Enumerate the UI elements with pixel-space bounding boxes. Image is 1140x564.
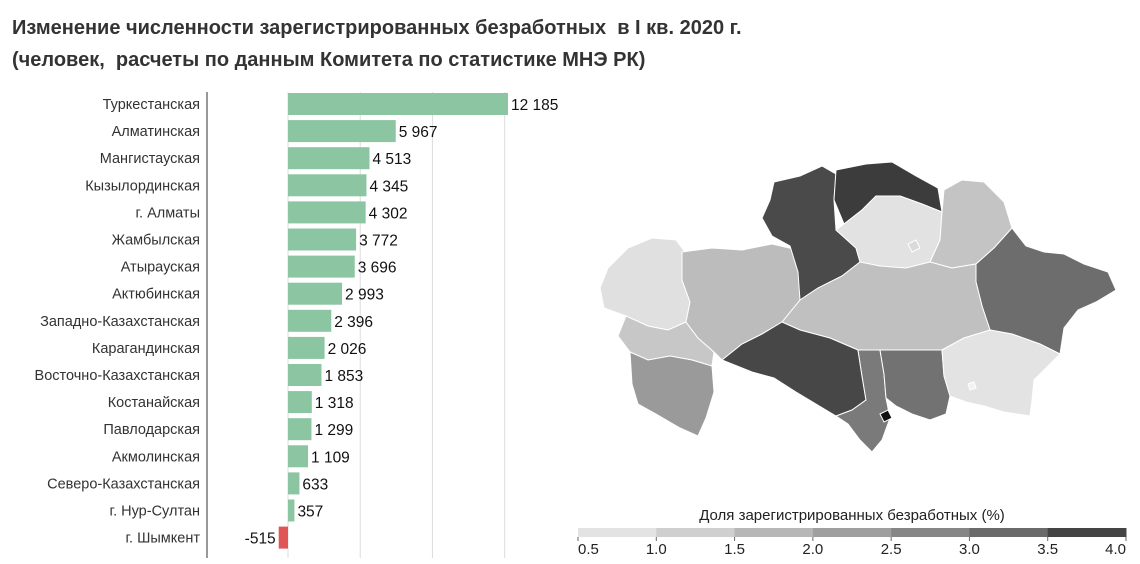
legend-title: Доля зарегистрированных безработных (%) [699,507,1005,524]
bar-1 [288,120,396,143]
bar-5 [288,228,357,251]
bar-7 [288,282,343,305]
bar-4 [288,201,366,224]
value-label: 5 967 [399,124,438,141]
value-label: 2 993 [345,287,384,304]
legend-tick-label: 1.5 [724,541,745,558]
map-region-nur-sultan [907,239,921,253]
value-label: 2 396 [334,314,373,331]
bar-9 [288,336,325,359]
category-label: Западно-Казахстанская [40,314,200,330]
category-label: Мангистауская [100,151,200,167]
bar-11 [288,391,312,414]
value-label: 2 026 [328,341,367,358]
value-label: 1 299 [314,422,353,439]
bar-0 [288,93,508,115]
legend-tick-labels: 0.5 1.0 1.5 2.0 2.5 3.0 3.5 4.0 [577,537,1127,558]
map-region-mangystau [629,351,715,437]
title-line-1: Изменение численности зарегистрированных… [12,17,742,39]
map-region-west-kazakhstan [599,237,691,331]
category-label: Павлодарская [103,422,200,438]
map-region-zhambyl [879,349,951,421]
legend-tick-label: 1.0 [646,541,667,558]
value-label: 3 772 [359,233,398,250]
category-label: Акмолинская [112,449,200,465]
legend-swatch [1047,528,1127,537]
value-label: 1 109 [311,449,350,466]
value-label: 4 345 [369,178,408,195]
category-label: г. Шымкент [126,531,201,547]
value-label: 1 318 [315,395,354,412]
kazakhstan-map [599,161,1117,453]
legend-swatch [656,528,736,537]
category-label: Карагандинская [92,341,200,357]
legend-tick-label: 2.0 [802,541,823,558]
category-label: Туркестанская [103,97,200,113]
map-region-almaty-city [967,381,977,391]
legend-tick-label: 0.5 [578,541,599,558]
category-label: Жамбылская [112,233,200,249]
legend-swatch [578,528,657,537]
legend-color-scale [578,528,1127,537]
bar-8 [288,309,332,332]
bar-14 [288,472,300,495]
value-label: 357 [297,504,323,521]
bar-6 [288,255,355,278]
category-label: Актюбинская [112,287,200,303]
value-label: 4 302 [369,205,408,222]
value-label: 3 696 [358,260,397,277]
category-label: Кызылординская [85,178,200,194]
bar-2 [288,147,370,170]
category-label: г. Нур-Султан [110,504,200,520]
value-label: -515 [245,531,276,548]
bar-10 [288,364,322,386]
legend-tick-label: 2.5 [881,541,902,558]
bar-chart: Туркестанская 12 185 Алматинская 5 967 Манги… [35,93,558,549]
legend-swatch [969,528,1049,537]
bar-16 [278,526,288,549]
bar-12 [288,418,312,441]
map-region-almaty [941,329,1061,417]
legend-swatch [812,528,892,537]
chart-title: Изменение численности зарегистрированных… [12,12,742,76]
value-label: 633 [302,476,328,493]
legend-tick-label: 3.5 [1037,541,1058,558]
bar-3 [288,174,367,197]
legend-tick-label: 3.0 [959,541,980,558]
category-label: Восточно-Казахстанская [35,368,200,384]
title-line-2: (человек, расчеты по данным Комитета по … [12,49,646,71]
category-label: Костанайская [108,395,200,411]
bar-15 [288,499,295,522]
value-label: 1 853 [324,368,363,385]
value-label: 12 185 [511,97,558,114]
category-label: Северо-Казахстанская [47,476,200,492]
legend-swatch [734,528,814,537]
legend-swatch [891,528,970,537]
value-label: 4 513 [372,151,411,168]
category-label: г. Алматы [136,205,201,221]
legend-tick-label: 4.0 [1105,541,1126,558]
map-region-shymkent [879,409,893,423]
category-label: Атырауская [121,260,200,276]
bar-13 [288,445,309,468]
category-label: Алматинская [112,124,200,140]
